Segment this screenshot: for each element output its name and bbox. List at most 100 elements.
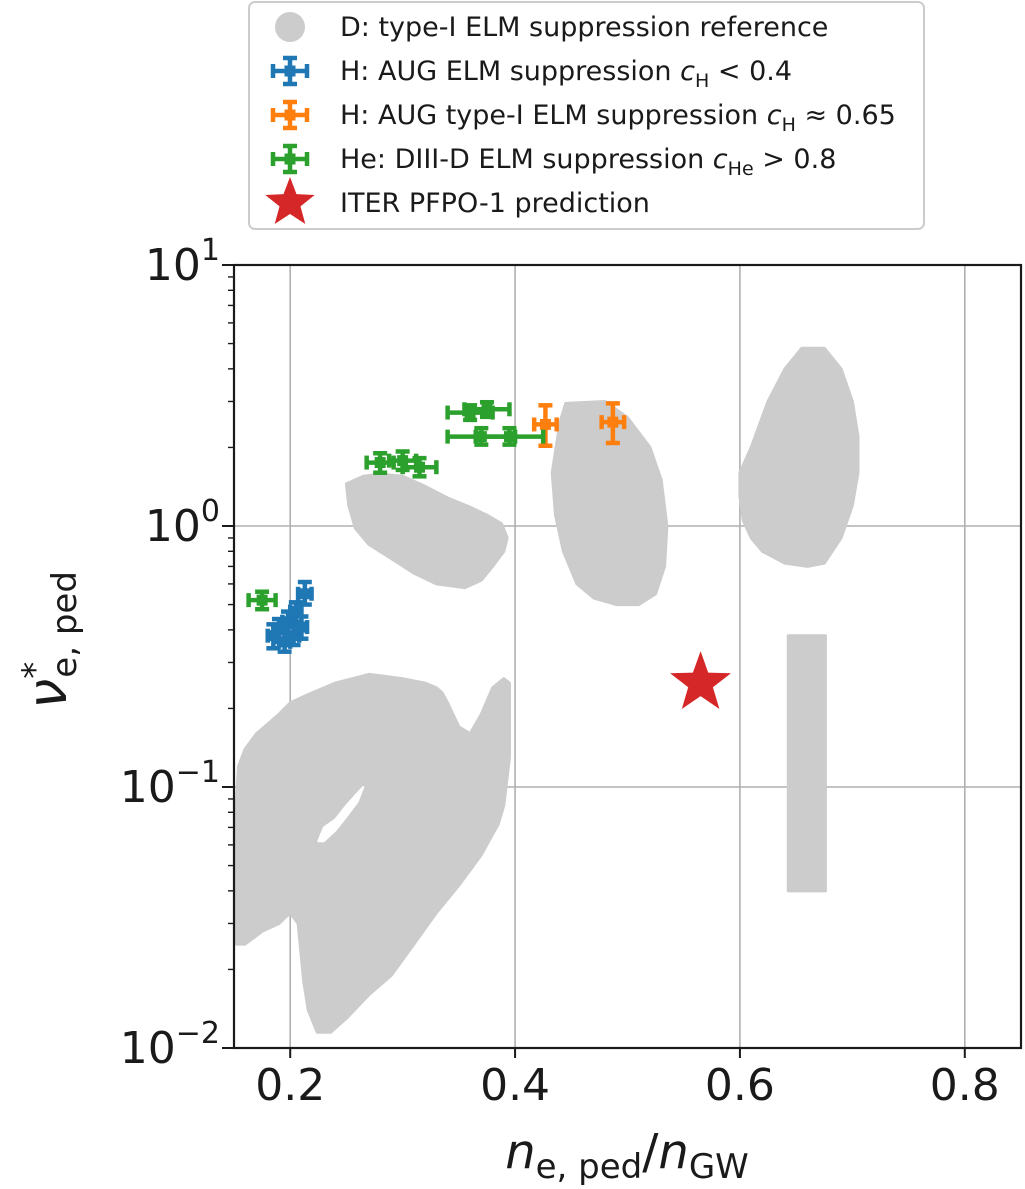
plot-frame [232,263,1023,1050]
x-tick-label: 0.4 [480,1060,550,1111]
point-marker [607,416,619,428]
legend-math-sub: He [728,158,754,180]
legend-math-sub: H [782,114,796,136]
legend-entry-0: D: type-I ELM suppression reference [275,12,828,43]
x-tick-label: 0.6 [705,1060,775,1111]
point-marker [256,594,268,606]
reference-region-0 [234,672,511,1034]
legend-math-rel: > 0.8 [754,144,837,175]
legend-math-rel: < 0.4 [709,56,792,87]
legend-errorbar-icon [270,99,310,131]
x-label-var2: n [658,1124,688,1180]
x-label-var: n [505,1124,535,1180]
legend-entry-4: ITER PFPO-1 prediction [265,177,650,224]
legend-math-var: c [767,100,782,131]
legend-math-sub: H [695,70,709,92]
reference-regions [234,346,860,1034]
data-point-2-3 [400,455,439,479]
data-point-1-1 [599,401,627,446]
legend-math-var: c [713,144,728,175]
reference-region-3 [738,346,860,568]
data-point-0-7 [295,579,314,607]
iter-prediction-star [670,651,731,709]
legend: D: type-I ELM suppression reference H: AU… [248,1,925,230]
legend-label-text: D: type-I ELM suppression reference [340,12,828,43]
legend-errorbar-icon [270,143,310,175]
point-marker [299,588,311,600]
point-marker [284,65,296,77]
data-point-1-0 [531,403,559,448]
point-marker [414,461,426,473]
legend-math-rel: ≈ 0.65 [796,100,896,131]
point-marker [273,624,285,636]
point-marker [374,457,386,469]
data-series [246,399,731,709]
y-tick-label: 10−1 [120,755,220,813]
point-marker [279,636,291,648]
legend-label: He: DIII-D ELM suppression cHe > 0.8 [340,144,836,180]
point-marker [284,109,296,121]
y-tick-base: 10 [145,501,201,552]
series-1 [531,401,627,448]
point-marker [481,403,493,415]
legend-math-var: c [680,56,695,87]
y-axis-label: ν*e, ped [15,571,85,709]
y-label-sub: e, ped [45,571,85,678]
legend-region-swatch [275,12,305,42]
point-marker [288,630,300,642]
series-2 [246,399,546,612]
legend-label: H: AUG ELM suppression cH < 0.4 [340,56,792,92]
legend-star-icon [265,177,315,224]
data-point-0-6 [293,614,310,641]
y-tick-exponent: 1 [201,233,220,268]
series-0 [265,579,314,654]
reference-region-2 [550,400,669,607]
y-label-sup: * [15,662,55,679]
y-tick-exponent: −1 [176,755,220,790]
y-label-var: ν [16,679,79,709]
point-marker [284,153,296,165]
legend-entry-1: H: AUG ELM suppression cH < 0.4 [270,55,792,92]
legend-entry-2: H: AUG type-I ELM suppression cH ≈ 0.65 [270,99,896,136]
axes-frame [232,263,1023,1050]
point-marker [539,418,551,430]
data-point-2-5 [462,399,512,420]
legend-label-text: ITER PFPO-1 prediction [340,188,650,219]
legend-box [248,1,925,230]
x-axis-label: ne, ped/nGW [505,1124,749,1187]
y-tick-exponent: 0 [201,494,220,529]
reference-region-1 [344,472,509,590]
y-tick-exponent: −2 [176,1016,220,1051]
point-marker [464,407,476,419]
point-marker [282,616,294,628]
x-label-sep: / [642,1124,659,1180]
y-tick-base: 10 [145,240,201,291]
point-marker [503,431,515,443]
legend-label: ITER PFPO-1 prediction [340,188,650,219]
y-tick-base: 10 [120,1023,176,1074]
data-point-2-0 [246,589,278,612]
point-marker [290,606,302,618]
y-tick-label: 100 [145,494,220,552]
reference-region-gap-0 [317,786,365,843]
y-tick-label: 101 [145,233,220,291]
x-label-sub2: GW [689,1147,749,1187]
legend-label: D: type-I ELM suppression reference [340,12,828,43]
data-point-2-7 [473,425,546,447]
legend-label: H: AUG type-I ELM suppression cH ≈ 0.65 [340,100,896,136]
reference-region-4 [786,634,827,893]
legend-label-text: H: AUG type-I ELM suppression [340,100,767,131]
legend-label-text: H: AUG ELM suppression [340,56,680,87]
y-tick-base: 10 [120,762,176,813]
legend-errorbar-icon [270,55,310,87]
x-tick-label: 0.2 [255,1060,325,1111]
y-tick-label: 10−2 [120,1016,220,1074]
x-tick-label: 0.8 [930,1060,1000,1111]
legend-entry-3: He: DIII-D ELM suppression cHe > 0.8 [270,143,836,180]
legend-label-text: He: DIII-D ELM suppression [340,144,713,175]
x-label-sub: e, ped [536,1147,643,1187]
point-marker [295,621,307,633]
